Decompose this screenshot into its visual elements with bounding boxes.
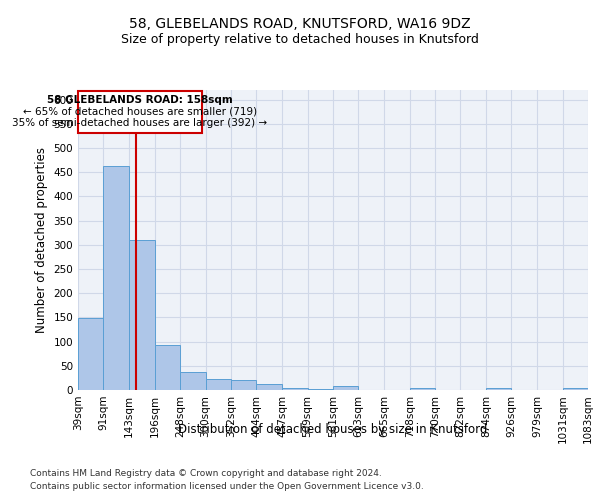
Text: ← 65% of detached houses are smaller (719): ← 65% of detached houses are smaller (71… <box>23 107 257 117</box>
Bar <box>308 388 333 390</box>
Bar <box>563 388 588 390</box>
Bar <box>256 384 282 390</box>
Text: 35% of semi-detached houses are larger (392) →: 35% of semi-detached houses are larger (… <box>12 118 268 128</box>
Bar <box>78 318 103 390</box>
Text: 58 GLEBELANDS ROAD: 158sqm: 58 GLEBELANDS ROAD: 158sqm <box>47 95 233 105</box>
Bar <box>410 388 435 390</box>
Text: Contains public sector information licensed under the Open Government Licence v3: Contains public sector information licen… <box>30 482 424 491</box>
FancyBboxPatch shape <box>78 91 202 132</box>
Text: Size of property relative to detached houses in Knutsford: Size of property relative to detached ho… <box>121 32 479 46</box>
Text: Distribution of detached houses by size in Knutsford: Distribution of detached houses by size … <box>178 422 488 436</box>
Bar <box>333 386 358 390</box>
Text: Contains HM Land Registry data © Crown copyright and database right 2024.: Contains HM Land Registry data © Crown c… <box>30 468 382 477</box>
Bar <box>129 240 155 390</box>
Bar <box>486 388 511 390</box>
Bar <box>205 380 231 390</box>
Bar <box>103 166 129 390</box>
Bar <box>180 372 205 390</box>
Bar <box>282 388 308 390</box>
Y-axis label: Number of detached properties: Number of detached properties <box>35 147 48 333</box>
Bar <box>231 380 256 390</box>
Bar <box>155 346 180 390</box>
Text: 58, GLEBELANDS ROAD, KNUTSFORD, WA16 9DZ: 58, GLEBELANDS ROAD, KNUTSFORD, WA16 9DZ <box>129 18 471 32</box>
